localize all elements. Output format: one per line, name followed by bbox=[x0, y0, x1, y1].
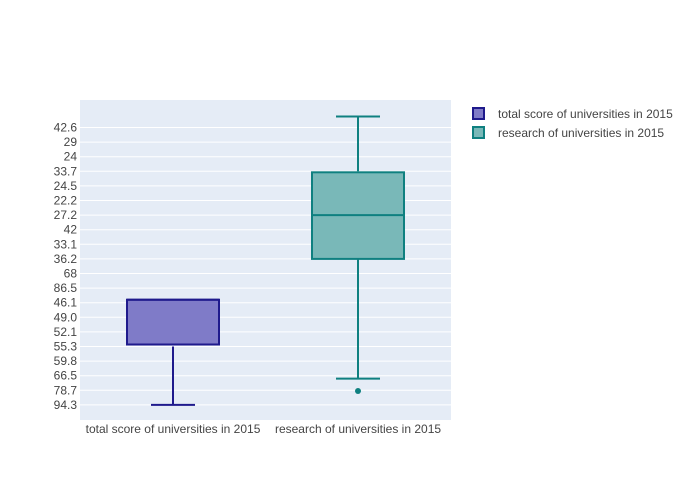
y-tick-label: 22.2 bbox=[54, 194, 78, 208]
y-tick-label: 55.3 bbox=[54, 340, 78, 354]
y-axis-ticks: 42.6292433.724.522.227.24233.136.26886.5… bbox=[54, 121, 78, 412]
y-tick-label: 33.1 bbox=[54, 237, 78, 251]
y-tick-label: 24 bbox=[64, 150, 78, 164]
x-axis-categories: total score of universities in 2015 resea… bbox=[86, 422, 442, 436]
boxes bbox=[126, 115, 405, 406]
y-tick-label: 59.8 bbox=[54, 354, 78, 368]
y-tick-label: 78.7 bbox=[54, 383, 78, 397]
y-tick-label: 33.7 bbox=[54, 164, 78, 178]
plot-background bbox=[80, 100, 451, 420]
legend-swatch bbox=[472, 107, 485, 120]
y-tick-label: 29 bbox=[64, 135, 78, 149]
box-series-2 bbox=[311, 115, 405, 394]
y-tick-label: 94.3 bbox=[54, 398, 78, 412]
y-tick-label: 42.6 bbox=[54, 121, 78, 135]
legend-label: research of universities in 2015 bbox=[498, 126, 664, 140]
y-tick-label: 36.2 bbox=[54, 252, 78, 266]
legend-item-2: research of universities in 2015 bbox=[472, 126, 664, 140]
x-category-label: total score of universities in 2015 bbox=[86, 422, 261, 436]
legend-item-1: total score of universities in 2015 bbox=[472, 107, 673, 121]
y-tick-label: 52.1 bbox=[54, 325, 78, 339]
box-body bbox=[126, 298, 220, 346]
legend-label: total score of universities in 2015 bbox=[498, 107, 673, 121]
box-series-1 bbox=[126, 298, 220, 406]
y-tick-label: 68 bbox=[64, 267, 78, 281]
y-tick-label: 42 bbox=[64, 223, 78, 237]
y-tick-label: 46.1 bbox=[54, 296, 78, 310]
x-category-label: research of universities in 2015 bbox=[275, 422, 441, 436]
y-tick-label: 49.0 bbox=[54, 310, 78, 324]
grid-lines bbox=[80, 127, 451, 406]
y-tick-label: 24.5 bbox=[54, 179, 78, 193]
legend: total score of universities in 2015 resea… bbox=[472, 107, 673, 140]
outlier-point bbox=[355, 388, 361, 394]
y-tick-label: 86.5 bbox=[54, 281, 78, 295]
legend-swatch bbox=[472, 126, 485, 139]
y-tick-label: 66.5 bbox=[54, 369, 78, 383]
y-tick-label: 27.2 bbox=[54, 208, 78, 222]
